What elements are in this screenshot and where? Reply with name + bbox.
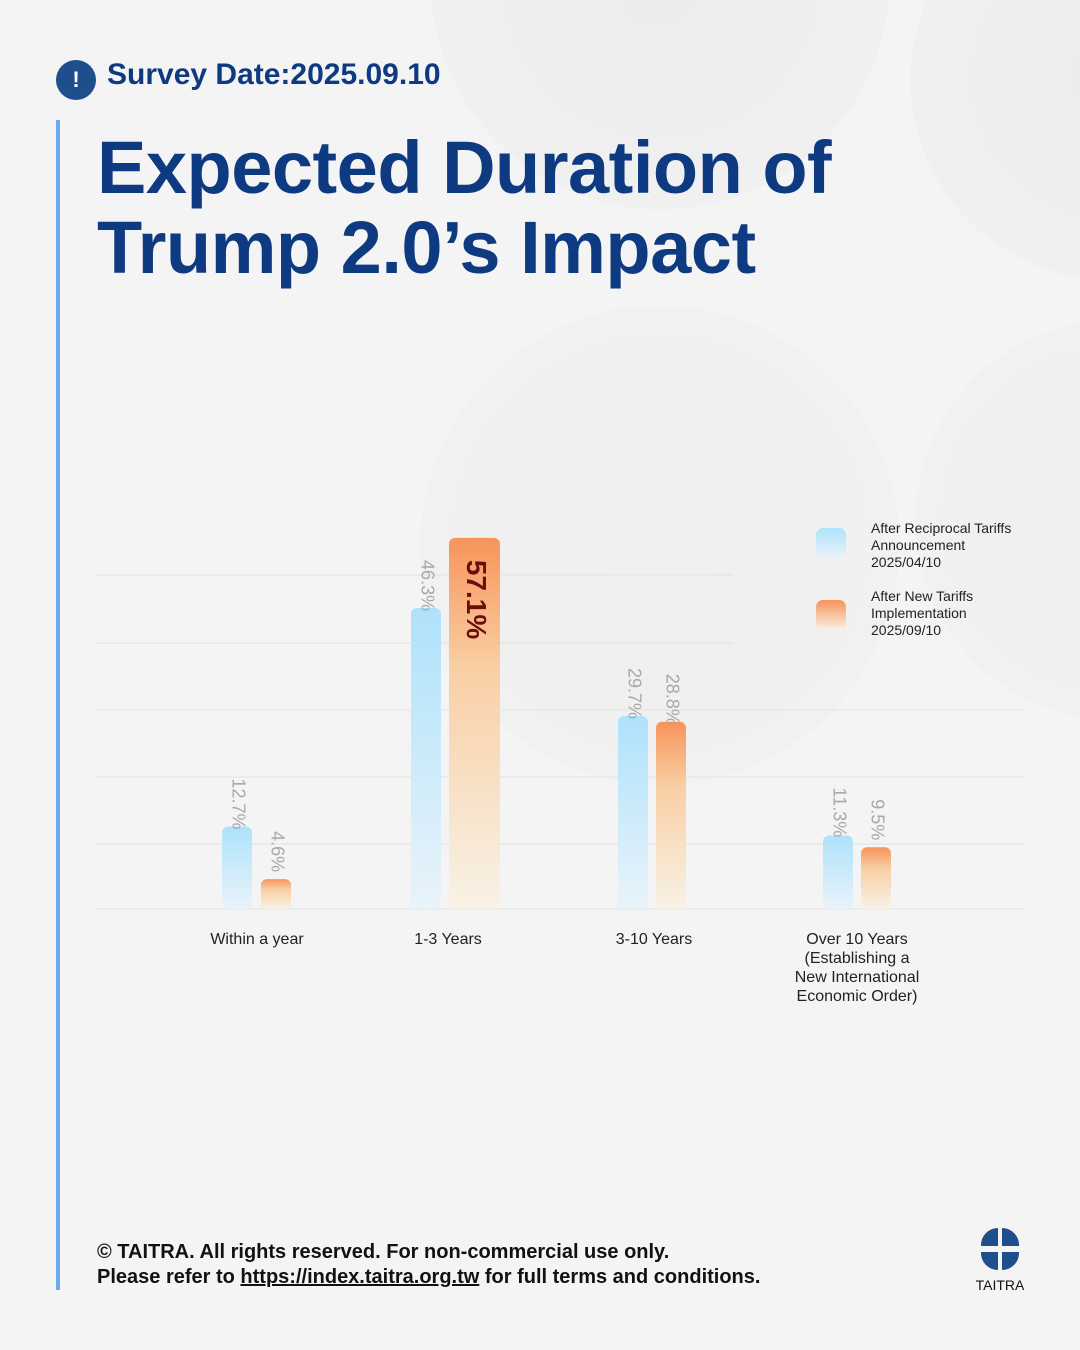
category-label: 1-3 Years [414,931,482,948]
category-label: Over 10 Years (Establishing a New Intern… [794,931,920,1005]
page-title: Expected Duration of Trump 2.0’s Impact [97,128,997,288]
bar-reciprocal-1 [411,608,441,909]
data-label: 57.1% [461,560,492,639]
copyright-text: © TAITRA. All rights reserved. For non-c… [97,1241,670,1263]
legend-swatch-blue [816,528,846,558]
data-label: 11.3% [829,788,849,838]
bar-reciprocal-2 [618,715,648,909]
bar-new-tariffs-1 [449,537,500,909]
terms-link[interactable]: https://index.taitra.org.tw [240,1266,480,1288]
data-label: 4.6% [267,831,287,872]
bar-reciprocal-0 [222,826,252,909]
data-label: 9.5% [867,799,887,840]
bar-reciprocal-3 [823,835,853,909]
category-label: Within a year [210,931,304,948]
data-label: 46.3% [417,560,437,611]
legend-swatch-orange [816,600,846,630]
bar-new-tariffs-2 [656,721,686,909]
alert-icon: ! [56,60,96,100]
category-label: 3-10 Years [615,931,693,948]
footer-text: for full terms and conditions. [479,1266,761,1288]
bar-new-tariffs-3 [861,847,891,909]
logo-text: TAITRA [975,1277,1025,1293]
footer: © TAITRA. All rights reserved. For non-c… [97,1240,917,1290]
footer-text: Please refer to [97,1266,241,1288]
title-line-1: Expected Duration of [97,126,832,209]
survey-date: Survey Date:2025.09.10 [107,58,441,91]
title-line-2: Trump 2.0’s Impact [97,206,756,289]
chart-legend: After Reciprocal Tariffs Announcement 20… [816,520,1056,650]
bar-new-tariffs-0 [261,879,291,909]
accent-line [56,120,60,1290]
data-label: 12.7% [228,778,248,829]
legend-label-series-2: After New Tariffs Implementation 2025/09… [871,588,974,638]
taitra-logo: TAITRA [970,1226,1030,1293]
taitra-logo-icon [980,1228,1020,1270]
legend-label-series-1: After Reciprocal Tariffs Announcement 20… [871,520,1012,570]
data-label: 29.7% [624,668,644,719]
data-label: 28.8% [662,674,682,725]
